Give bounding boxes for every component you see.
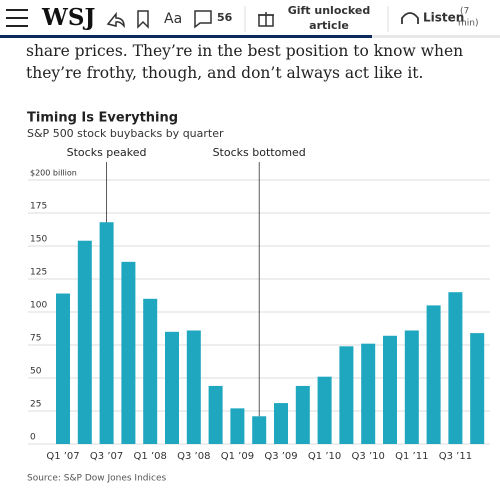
- y-tick-label: $200 billion: [30, 169, 77, 178]
- x-tick-label: Q3 ’10: [352, 451, 385, 462]
- bar: [448, 292, 463, 444]
- source: Source: S&P Dow Jones Indices: [27, 474, 166, 484]
- headphone-icon[interactable]: [401, 12, 419, 24]
- y-tick-label: 25: [30, 400, 41, 410]
- paragraph-box: share prices. They’re in the best positi…: [26, 42, 464, 82]
- bar: [470, 333, 485, 444]
- progress-bar: [0, 35, 372, 38]
- gift-label[interactable]: Gift unlocked: [288, 4, 371, 17]
- y-tick-label: 0: [30, 433, 36, 443]
- y-tick-label: 50: [30, 367, 42, 377]
- y-tick-label: 150: [30, 235, 47, 245]
- bar: [186, 330, 201, 444]
- chart-title: Timing Is Everything: [27, 111, 178, 126]
- bar: [77, 240, 92, 444]
- plot: 0 25 50 75 100 125 150 175 $200 billion Q1 ’07 Q3 …: [28, 146, 490, 462]
- x-tick-label: Q1 ’08: [134, 451, 167, 462]
- bar: [208, 385, 223, 444]
- listen-label[interactable]: Listen: [423, 11, 464, 25]
- x-tick-label: Q1 ’07: [46, 451, 79, 462]
- y-tick-label: 75: [30, 334, 41, 344]
- bar: [404, 330, 419, 444]
- x-tick-label: Q3 ’07: [90, 451, 123, 462]
- bar: [274, 403, 288, 444]
- y-tick-label: 125: [30, 268, 47, 278]
- bar: [121, 261, 136, 444]
- bar: [143, 298, 158, 444]
- annotation: Stocks bottomed: [213, 146, 306, 159]
- x-tick-label: Q1 ’09: [221, 451, 254, 462]
- bar: [339, 346, 354, 444]
- bar: [426, 305, 441, 444]
- x-tick-label: Q3 ’08: [177, 451, 210, 462]
- listen-time: min): [458, 19, 478, 29]
- share-icon[interactable]: [106, 11, 125, 29]
- logo[interactable]: WSJ: [41, 4, 95, 31]
- comment-count[interactable]: 56: [217, 11, 233, 24]
- bar: [230, 408, 245, 444]
- x-tick-label: Q1 ’11: [395, 451, 428, 462]
- hamburger[interactable]: [6, 9, 28, 27]
- y-tick-label: 100: [30, 301, 47, 311]
- chart-subtitle: S&P 500 stock buybacks by quarter: [27, 127, 224, 140]
- x-tick-label: Q3 ’11: [439, 451, 472, 462]
- comment-icon[interactable]: [194, 10, 212, 29]
- bar: [295, 385, 310, 444]
- bar: [165, 331, 179, 444]
- save-icon[interactable]: [137, 10, 149, 29]
- bar: [383, 335, 397, 444]
- x-tick-label: Q3 ’09: [264, 451, 297, 462]
- font-size-icon[interactable]: Aa: [164, 11, 182, 27]
- listen-time: (7: [460, 7, 469, 17]
- bar: [361, 343, 376, 444]
- article-paragraph: share prices. They’re in the best positi…: [26, 42, 464, 82]
- x-tick-label: Q1 ’10: [308, 451, 341, 462]
- bar: [56, 293, 70, 444]
- gift-label[interactable]: article: [309, 19, 349, 32]
- bar: [99, 222, 114, 444]
- bar: [252, 416, 267, 444]
- y-tick-label: 175: [30, 202, 47, 212]
- annotation: Stocks peaked: [67, 146, 147, 159]
- gift-icon[interactable]: [258, 12, 274, 27]
- bar: [317, 376, 332, 444]
